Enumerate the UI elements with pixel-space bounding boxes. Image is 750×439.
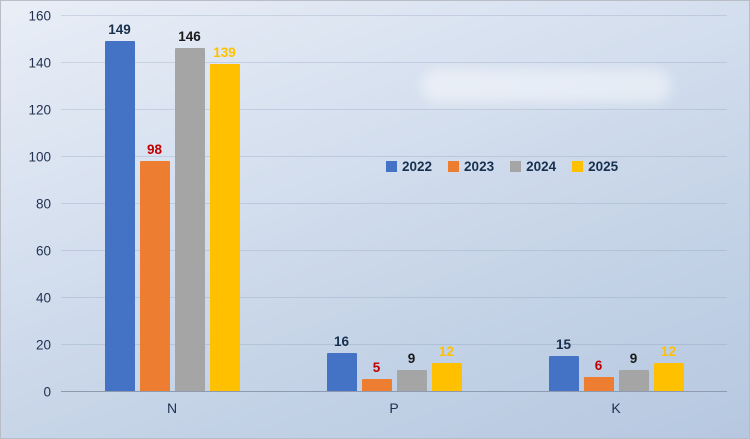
legend-swatch-icon <box>572 161 584 172</box>
bar-value-label: 12 <box>438 343 455 359</box>
legend-item-2023: 2023 <box>448 159 494 174</box>
legend-label: 2025 <box>588 159 619 174</box>
legend: 2022 2023 2024 2025 <box>386 159 618 174</box>
x-axis-line <box>61 391 727 392</box>
bar-2023-K <box>583 376 614 391</box>
bar-2024-N <box>174 47 205 391</box>
plot-area: 0 20 40 60 80 100 120 140 160 149 98 146 139 N 16 5 9 12 P… <box>28 9 727 416</box>
bar-value-label: 16 <box>333 334 350 350</box>
legend-swatch-icon <box>510 161 522 172</box>
gridline <box>61 156 727 157</box>
bar-2023-N <box>139 160 170 391</box>
legend-label: 2022 <box>402 159 433 174</box>
bar-value-label: 9 <box>629 350 638 366</box>
y-tick-label: 100 <box>28 149 51 165</box>
x-category-label: P <box>389 400 399 416</box>
bar-2024-P <box>396 369 427 391</box>
x-category-label: K <box>611 400 621 416</box>
y-tick-label: 140 <box>28 55 51 71</box>
bar-2022-P <box>326 353 357 391</box>
legend-label: 2023 <box>464 159 495 174</box>
bar-2022-N <box>104 40 135 391</box>
gridline <box>61 15 727 16</box>
gridline <box>61 250 727 251</box>
gridline <box>61 109 727 110</box>
legend-swatch-icon <box>386 161 397 172</box>
y-tick-label: 40 <box>35 290 51 306</box>
bar-value-label: 146 <box>178 28 201 44</box>
bar-value-label: 15 <box>555 336 572 352</box>
bar-value-label: 98 <box>146 141 163 157</box>
y-tick-label: 20 <box>35 337 51 353</box>
x-category-label: N <box>166 400 178 416</box>
legend-swatch-icon <box>448 161 460 172</box>
bar-2024-K <box>618 369 649 391</box>
gridline <box>61 297 727 298</box>
y-tick-label: 80 <box>35 196 51 212</box>
y-tick-label: 160 <box>28 8 51 24</box>
bar-value-label: 9 <box>407 350 416 366</box>
bar-2023-P <box>361 379 392 391</box>
bar-2025-N <box>209 64 240 391</box>
legend-item-2022: 2022 <box>386 159 432 174</box>
gridline <box>61 203 727 204</box>
bar-value-label: 12 <box>660 343 677 359</box>
legend-item-2024: 2024 <box>510 159 556 174</box>
bar-value-label: 6 <box>594 357 603 373</box>
gridline <box>61 62 727 63</box>
gridline <box>61 344 727 345</box>
legend-label: 2024 <box>526 159 557 174</box>
bar-2025-K <box>653 362 684 391</box>
bar-value-label: 139 <box>213 45 236 61</box>
bar-2025-P <box>431 362 462 391</box>
y-tick-label: 60 <box>35 243 51 259</box>
bar-value-label: 5 <box>372 360 381 376</box>
bar-2022-K <box>548 355 579 391</box>
bar-value-label: 149 <box>108 21 131 37</box>
y-tick-label: 120 <box>28 102 51 118</box>
y-tick-label: 0 <box>43 384 51 400</box>
legend-item-2025: 2025 <box>572 159 618 174</box>
